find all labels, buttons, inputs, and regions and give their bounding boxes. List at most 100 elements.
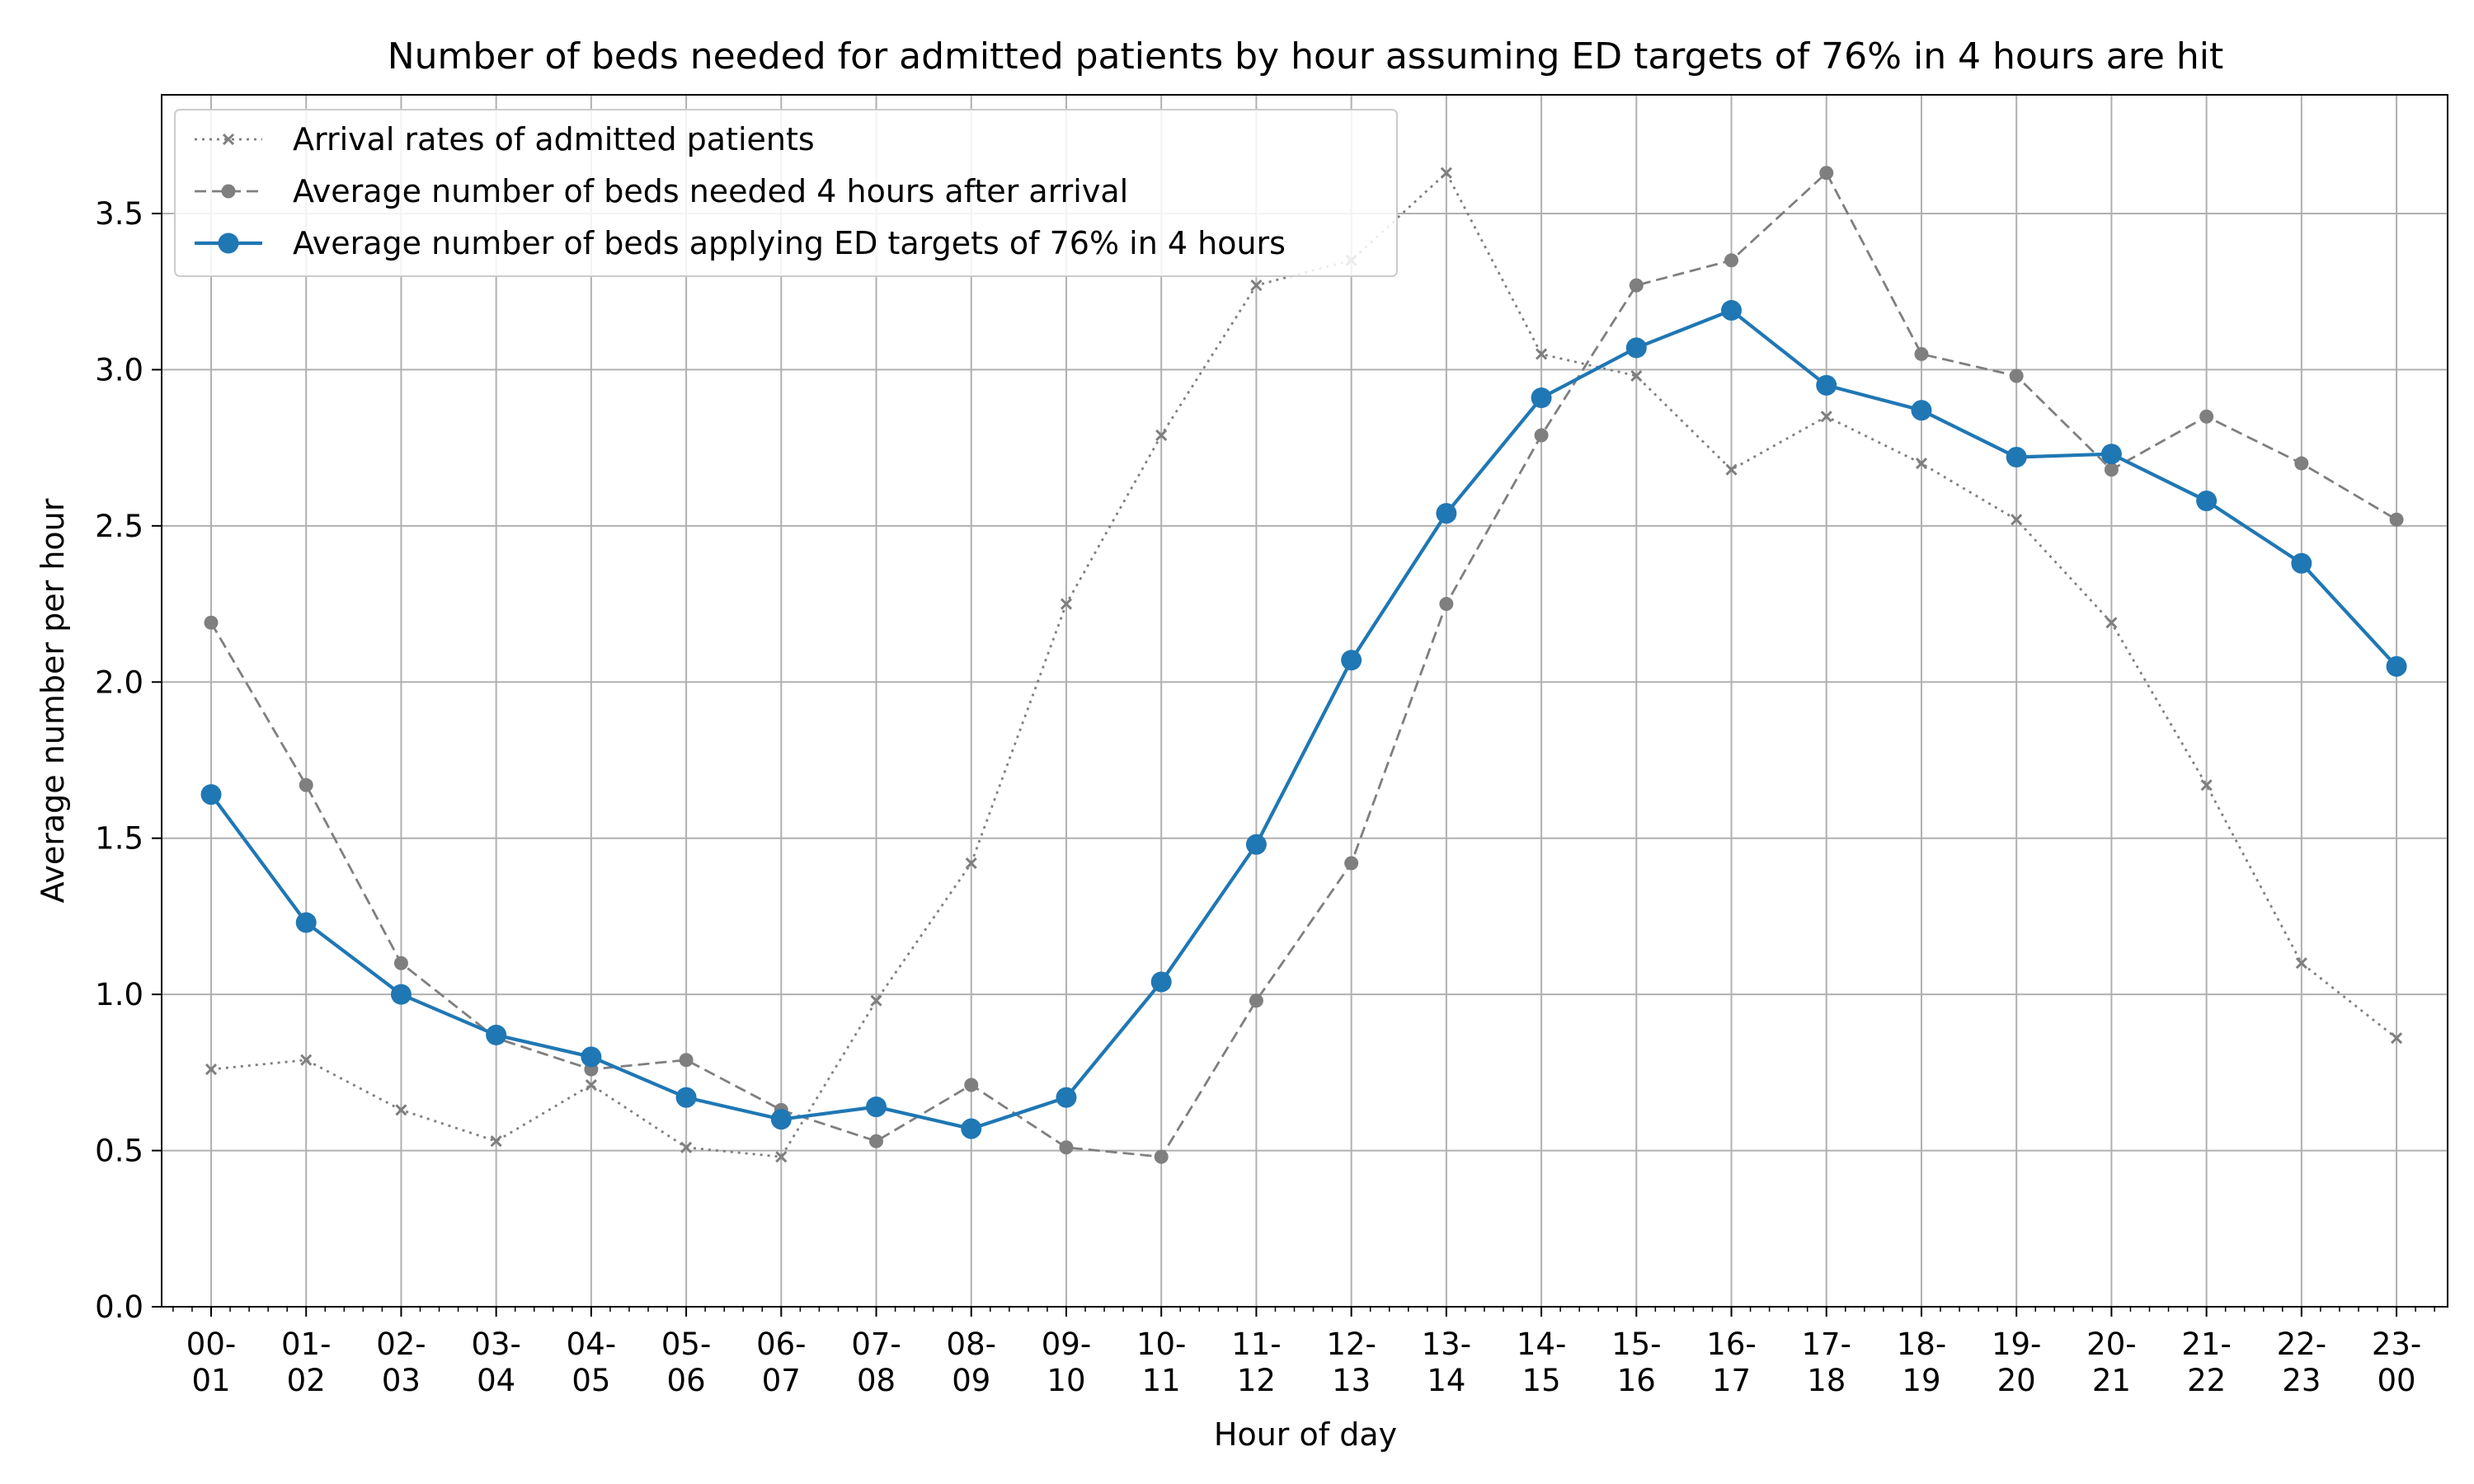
circle-marker — [770, 1109, 792, 1130]
x-tick-label-line: 16- — [1706, 1327, 1756, 1362]
series-layer — [200, 166, 2407, 1164]
legend-label: Arrival rates of admitted patients — [293, 121, 815, 157]
chart-title: Number of beds needed for admitted patie… — [388, 35, 2224, 77]
x-tick-label-line: 18- — [1897, 1327, 1946, 1362]
x-marker — [490, 1135, 502, 1148]
x-marker — [1155, 429, 1168, 442]
x-tick-label: 08-09 — [947, 1327, 996, 1398]
x-marker-stroke — [2105, 617, 2118, 629]
x-tick-label: 12-13 — [1326, 1327, 1376, 1398]
x-tick-label-line: 23- — [2372, 1327, 2421, 1362]
circle-marker — [1150, 971, 1172, 993]
legend-item: Average number of beds applying ED targe… — [195, 225, 1286, 261]
x-tick-label: 10-11 — [1136, 1327, 1186, 1398]
x-marker-stroke — [1250, 279, 1263, 292]
x-tick-label-line: 03 — [382, 1363, 421, 1398]
dot-marker — [1534, 428, 1549, 443]
x-marker-stroke — [870, 994, 882, 1007]
dot-marker — [2389, 512, 2404, 527]
x-tick-label-line: 12- — [1326, 1327, 1376, 1362]
x-tick-label-line: 18 — [1807, 1363, 1846, 1398]
x-tick-label: 07-08 — [851, 1327, 901, 1398]
x-tick-label: 09-10 — [1042, 1327, 1091, 1398]
x-marker-stroke — [1915, 458, 1928, 470]
y-tick-label: 0.0 — [95, 1289, 143, 1325]
dot-marker — [1724, 253, 1739, 268]
series-line — [210, 171, 2397, 1158]
series-line — [209, 171, 2397, 1158]
x-marker — [395, 1104, 407, 1116]
x-tick-label-line: 06 — [667, 1363, 706, 1398]
dot-marker — [1914, 346, 1929, 361]
dot-marker — [1439, 597, 1454, 612]
legend: Arrival rates of admitted patients Averag… — [174, 109, 1398, 277]
x-tick-label: 19-20 — [1992, 1327, 2041, 1398]
dot-marker — [204, 615, 219, 630]
dot-marker — [2199, 409, 2214, 424]
x-tick-label-line: 09- — [1042, 1327, 1091, 1362]
x-marker — [2011, 514, 2023, 526]
x-tick-label: 04-05 — [567, 1327, 616, 1398]
x-tick-label-line: 08 — [857, 1363, 896, 1398]
x-tick-label: 02-03 — [376, 1327, 426, 1398]
dot-marker — [964, 1078, 979, 1092]
dot-marker — [2104, 463, 2119, 477]
x-tick-label-line: 02 — [287, 1363, 326, 1398]
legend-item: Average number of beds needed 4 hours af… — [195, 173, 1128, 209]
circle-marker — [1721, 299, 1743, 321]
x-tick-label-line: 00- — [186, 1327, 236, 1362]
x-tick-label: 23-00 — [2372, 1327, 2421, 1398]
dot-marker — [1344, 856, 1359, 871]
circle-marker — [2196, 491, 2218, 512]
circle-marker — [1436, 503, 1457, 524]
x-tick-label-line: 05 — [571, 1363, 610, 1398]
dot-marker — [679, 1053, 694, 1068]
circle-marker — [866, 1097, 887, 1118]
dot-marker — [221, 184, 236, 199]
x-marker — [1725, 463, 1738, 476]
x-marker — [1250, 279, 1263, 292]
circle-marker — [295, 912, 317, 933]
x-marker-stroke — [490, 1135, 502, 1148]
circle-marker — [675, 1087, 697, 1108]
legend-label: Average number of beds needed 4 hours af… — [293, 173, 1128, 209]
x-marker-stroke — [1820, 411, 1832, 423]
x-tick-label-line: 15- — [1611, 1327, 1661, 1362]
x-tick-label-line: 17 — [1712, 1363, 1751, 1398]
series-1 — [204, 166, 2404, 1164]
axes: 00-0101-0202-0303-0404-0505-0606-0707-08… — [95, 196, 2435, 1398]
x-tick-label: 15-16 — [1611, 1327, 1661, 1398]
x-marker — [1440, 167, 1452, 179]
x-marker-stroke — [1725, 463, 1738, 476]
y-tick-label: 2.5 — [95, 509, 143, 544]
x-tick-label-line: 04 — [477, 1363, 515, 1398]
x-tick-label: 03-04 — [471, 1327, 520, 1398]
y-tick-label: 0.5 — [95, 1134, 143, 1169]
x-tick-label-line: 10- — [1136, 1327, 1186, 1362]
x-tick-label: 17-18 — [1802, 1327, 1851, 1398]
x-tick-label-line: 07- — [851, 1327, 901, 1362]
x-tick-label-line: 23 — [2282, 1363, 2321, 1398]
x-tick-label-line: 21 — [2092, 1363, 2131, 1398]
legend-label: Average number of beds applying ED targe… — [293, 225, 1286, 261]
x-marker-stroke — [2200, 779, 2213, 791]
x-marker-stroke — [1155, 429, 1168, 442]
x-tick-label-line: 20- — [2086, 1327, 2136, 1362]
circle-marker — [390, 984, 412, 1005]
x-tick-label: 21-22 — [2181, 1327, 2231, 1398]
x-tick-label-line: 01 — [191, 1363, 230, 1398]
circle-marker — [581, 1046, 602, 1068]
dot-marker — [2009, 369, 2024, 383]
circle-marker — [2386, 655, 2407, 677]
x-tick-label-line: 13- — [1422, 1327, 1471, 1362]
dot-marker — [299, 777, 313, 792]
x-tick-label-line: 15 — [1522, 1363, 1561, 1398]
circle-marker — [2291, 552, 2312, 574]
x-marker-stroke — [205, 1064, 218, 1076]
x-tick-label-line: 07 — [762, 1363, 801, 1398]
circle-marker — [2100, 444, 2122, 465]
circle-marker — [1625, 337, 1647, 359]
x-marker — [870, 994, 882, 1007]
series-line — [209, 308, 2398, 1131]
x-tick-label-line: 01- — [281, 1327, 331, 1362]
